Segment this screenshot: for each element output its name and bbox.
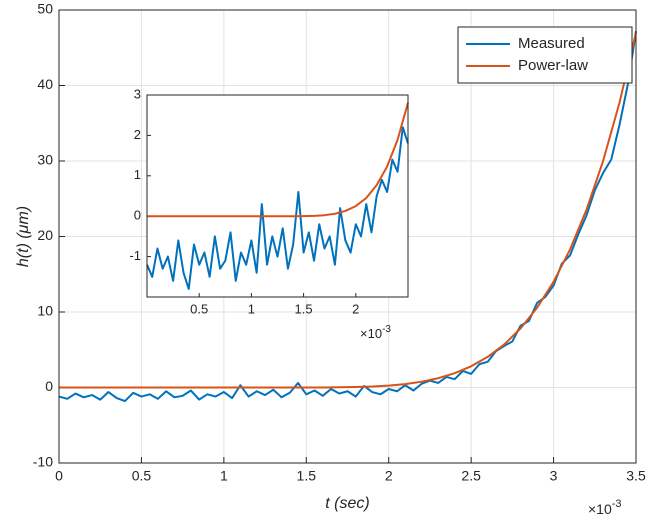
y-tick-label: 30: [37, 152, 53, 168]
data-line: [146, 126, 409, 290]
x-tick-label: 1: [220, 468, 228, 484]
y-tick-label: 1: [134, 167, 141, 182]
axes-box: [146, 94, 409, 298]
axes-box: [58, 9, 637, 464]
x-tick-label: 1: [248, 301, 255, 316]
x-scale-label: ×10-3: [588, 498, 622, 517]
x-tick-label: 2: [385, 468, 393, 484]
y-tick-label: 50: [37, 1, 53, 17]
x-tick-label: 3.5: [626, 468, 646, 484]
x-tick-label: 0: [55, 468, 63, 484]
y-tick-label: -1: [129, 248, 141, 263]
y-tick-label: 3: [134, 86, 141, 101]
y-tick-label: 0: [45, 378, 53, 394]
axes: 0.5 1 1.5 2 -1 0 1 2 3 ×10-3: [129, 86, 409, 342]
legend-label: Power-law: [518, 57, 588, 74]
x-tick-label: 1.5: [297, 468, 317, 484]
x-scale-exponent: -3: [612, 498, 622, 510]
data-line: [147, 102, 409, 218]
y-tick-label: 0: [134, 208, 141, 223]
data-line: [59, 32, 637, 389]
y-tick-label: 40: [37, 76, 53, 92]
legend-label: Measured: [518, 35, 585, 52]
legend-box: [457, 26, 633, 84]
x-scale-base: ×10: [588, 501, 612, 517]
x-tick-label: 0.5: [132, 468, 152, 484]
y-tick-label: 2: [134, 127, 141, 142]
y-tick-label: 20: [37, 227, 53, 243]
x-tick-label: 2: [352, 301, 359, 316]
x-scale-base: ×10: [360, 326, 382, 341]
y-axis-label: h(t) (μm): [15, 206, 32, 267]
x-scale-exponent: -3: [382, 324, 391, 335]
x-scale-label: ×10-3: [360, 324, 391, 342]
x-tick-label: 1.5: [295, 301, 313, 316]
x-axis-label: t (sec): [325, 495, 369, 512]
x-tick-label: 0.5: [190, 301, 208, 316]
plot-area: [147, 95, 408, 297]
x-tick-label: 2.5: [461, 468, 481, 484]
x-tick-label: 3: [550, 468, 558, 484]
data-line: [58, 30, 637, 403]
y-tick-label: -10: [33, 454, 53, 470]
y-tick-label: 10: [37, 303, 53, 319]
